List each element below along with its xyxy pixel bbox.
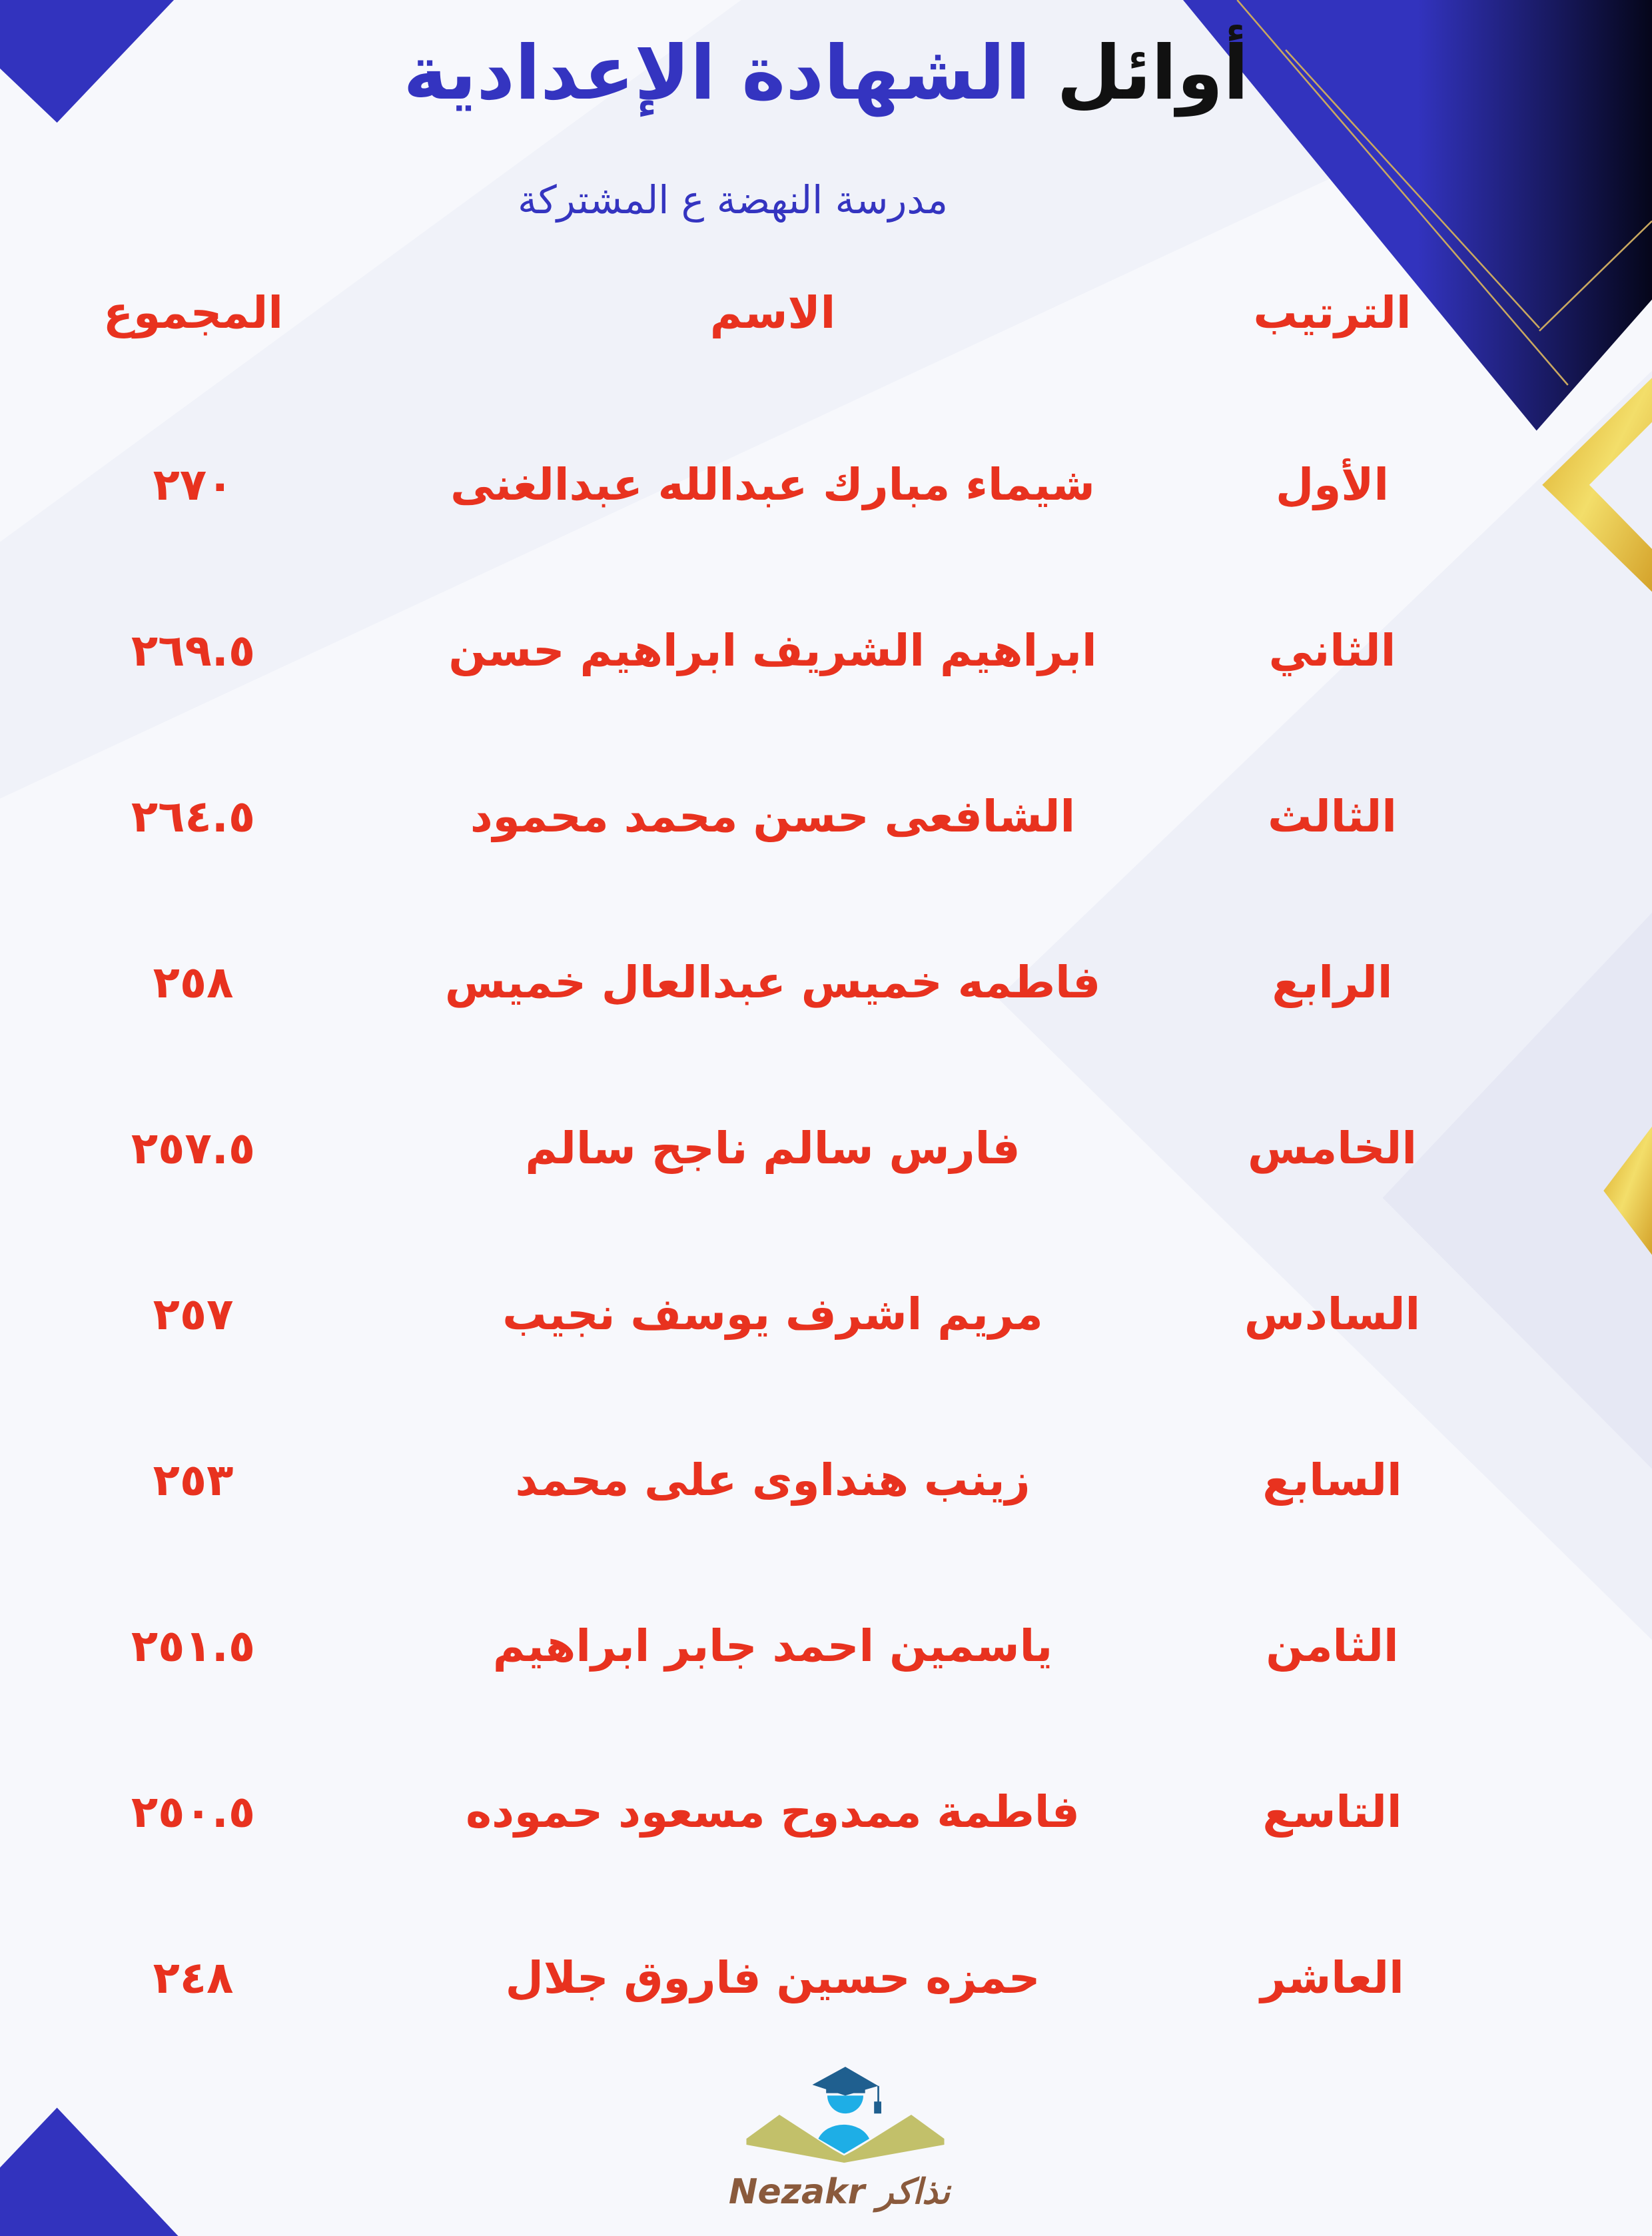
row-total: ٢٥٧: [153, 1289, 234, 1340]
title-part-2: الشهادة الإعدادية: [403, 30, 1031, 117]
row-name: زينب هنداوى على محمد: [515, 1454, 1031, 1506]
row-rank: الأول: [1275, 459, 1390, 510]
row-rank: العاشر: [1260, 1952, 1404, 2003]
row-rank: الثالث: [1268, 791, 1397, 842]
row-name: فارس سالم ناجح سالم: [525, 1123, 1021, 1174]
gold-chevron-middle: [1603, 1126, 1652, 1255]
header-rank: الترتيب: [1253, 287, 1412, 338]
title-part-1: أوائل: [1056, 30, 1249, 117]
row-total: ٢٦٩.٥: [131, 625, 256, 676]
row-name: فاطمه خميس عبدالعال خميس: [444, 957, 1101, 1008]
row-name: الشافعى حسن محمد محمود: [470, 791, 1076, 842]
row-total: ٢٥٣: [153, 1454, 234, 1506]
row-rank: الثامن: [1266, 1620, 1399, 1672]
corner-shape-top-left: [0, 0, 175, 123]
corner-shape-bottom-left: [0, 2107, 179, 2236]
row-name: فاطمة ممدوح مسعود حموده: [466, 1786, 1080, 1838]
graduate-book-icon: [746, 2067, 945, 2163]
row-name: مريم اشرف يوسف نجيب: [502, 1289, 1043, 1340]
header-total: المجموع: [103, 287, 283, 338]
gold-chevron-top: [1542, 378, 1652, 592]
row-rank: الثاني: [1268, 625, 1396, 676]
row-name: ياسمين احمد جابر ابراهيم: [492, 1620, 1053, 1672]
school-name: مدرسة النهضة ع المشتركة: [518, 177, 948, 223]
row-rank: السادس: [1244, 1289, 1421, 1340]
row-rank: الخامس: [1248, 1123, 1417, 1174]
header-name: الاسم: [709, 287, 836, 338]
row-rank: السابع: [1262, 1454, 1402, 1506]
row-rank: الرابع: [1272, 957, 1393, 1008]
nezakr-logo: Nezakr نذاكر: [719, 2045, 959, 2219]
row-total: ٢٥٧.٥: [131, 1123, 256, 1174]
row-name: حمزه حسين فاروق جلال: [505, 1952, 1040, 2003]
row-name: شيماء مبارك عبدالله عبدالغنى: [450, 459, 1095, 510]
logo-text: Nezakr نذاكر: [728, 2172, 951, 2212]
row-total: ٢٦٤.٥: [131, 791, 256, 842]
row-rank: التاسع: [1262, 1786, 1402, 1838]
row-total: ٢٥٨: [153, 957, 234, 1008]
row-name: ابراهيم الشريف ابراهيم حسن: [448, 625, 1097, 676]
row-total: ٢٥٠.٥: [131, 1786, 256, 1838]
page-title: أوائل الشهادة الإعدادية: [0, 20, 1652, 127]
row-total: ٢٧٠: [153, 459, 234, 510]
row-total: ٢٥١.٥: [131, 1620, 256, 1672]
row-total: ٢٤٨: [153, 1952, 234, 2003]
